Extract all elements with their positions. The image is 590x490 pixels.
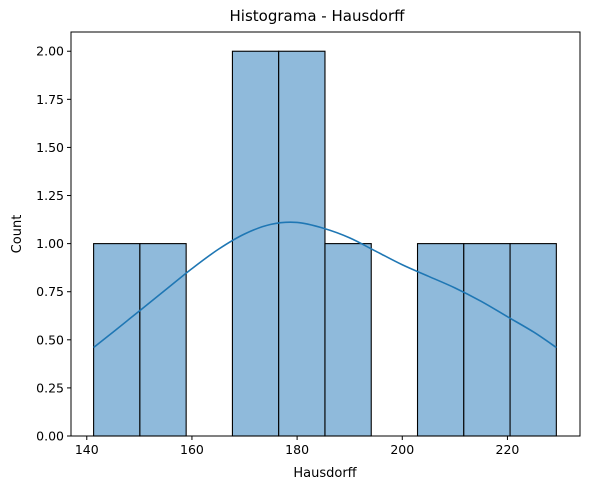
x-axis-label: Hausdorff (293, 466, 357, 481)
y-tick-label-2: 0.50 (36, 332, 64, 347)
y-tick-label-4: 1.00 (36, 236, 64, 251)
x-axis-ticks: 140 160 180 200 220 (75, 436, 520, 457)
y-tick-label-6: 1.50 (36, 140, 64, 155)
x-tick-label-200: 200 (390, 442, 414, 457)
kde-line (93, 221, 557, 349)
x-tick-label-220: 220 (496, 442, 520, 457)
histogram-bar-3 (231, 50, 280, 437)
y-tick-label-0: 0.00 (36, 429, 64, 444)
y-tick-label-7: 1.75 (36, 92, 64, 107)
x-tick-label-140: 140 (75, 442, 99, 457)
y-tick-label-3: 0.75 (36, 284, 64, 299)
histogram-bar-0 (93, 243, 141, 437)
x-tick-label-180: 180 (285, 442, 309, 457)
kde-layer (93, 221, 557, 349)
bars-layer (93, 50, 557, 437)
x-tick-label-160: 160 (180, 442, 204, 457)
y-tick-label-5: 1.25 (36, 188, 64, 203)
plot-frame (70, 31, 581, 437)
chart-title: Histograma - Hausdorff (230, 7, 406, 25)
y-tick-label-1: 0.25 (36, 380, 64, 395)
histogram-bar-7 (416, 243, 465, 437)
histogram-bar-8 (463, 243, 511, 437)
histogram-bar-5 (324, 243, 372, 437)
y-axis-ticks: 0.00 0.25 0.50 0.75 1.00 1.25 1.50 1.75 2.00 (36, 44, 71, 444)
y-axis-label: Count (10, 215, 25, 254)
histogram-bar-9 (509, 243, 557, 437)
histogram-bar-4 (278, 50, 326, 437)
histogram-bar-1 (139, 243, 187, 437)
y-tick-label-8: 2.00 (36, 44, 64, 59)
